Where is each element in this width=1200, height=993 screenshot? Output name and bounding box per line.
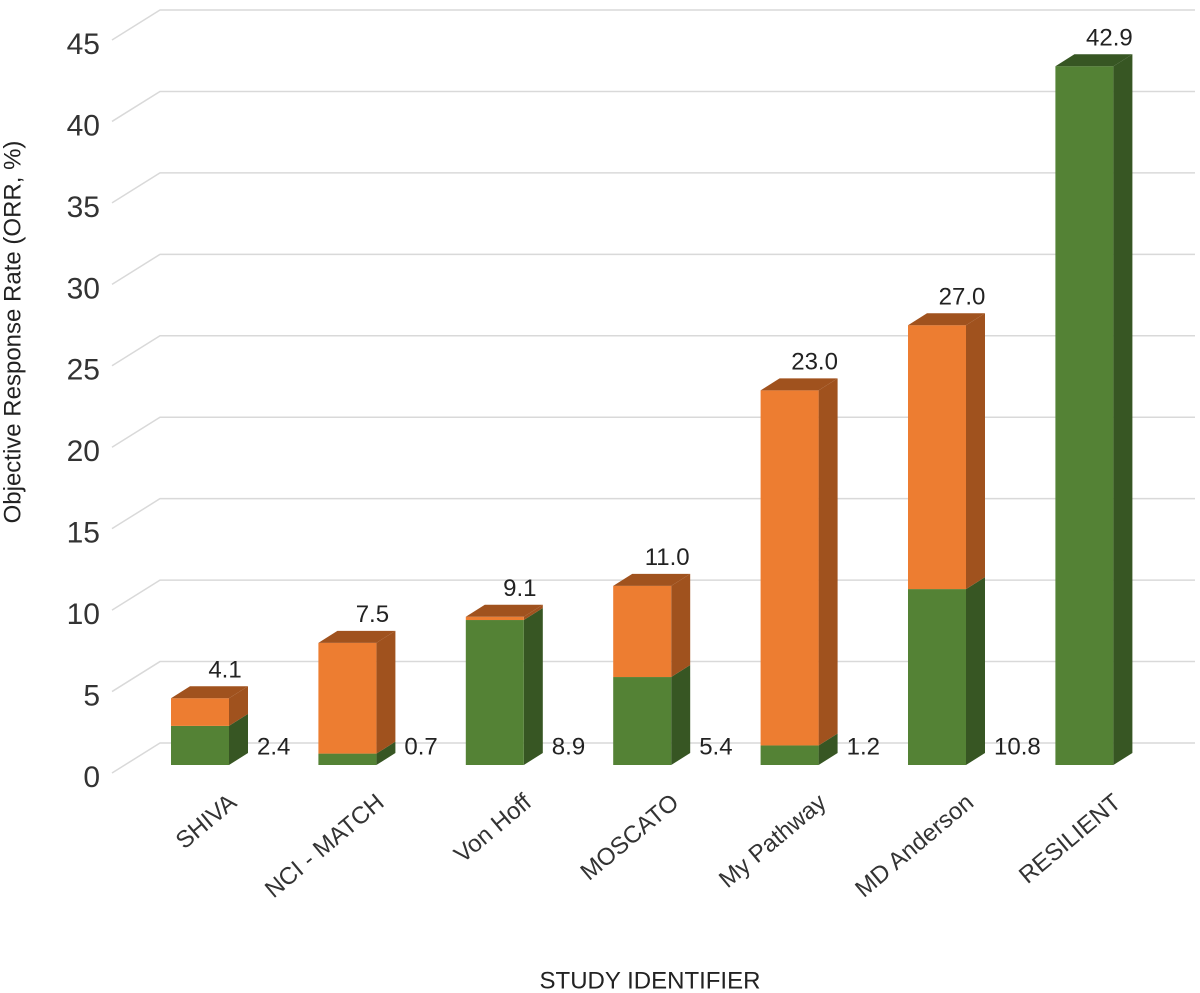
bar-side [376, 630, 396, 754]
y-tick-label: 45 [67, 28, 100, 61]
y-tick-label: 5 [83, 679, 100, 712]
bar-segment [760, 733, 838, 765]
grid-line [111, 497, 1195, 530]
total-label: 27.0 [939, 284, 986, 311]
bar-segment [908, 577, 985, 765]
x-axis-title: STUDY IDENTIFIER [540, 967, 761, 993]
bar-side [229, 686, 248, 726]
bar-side [1113, 54, 1133, 765]
bar-front [760, 745, 819, 765]
x-tick-label: NCI - MATCH [260, 789, 389, 904]
bar-top [318, 630, 396, 643]
bar-front [318, 642, 377, 754]
x-tick-label: My Pathway [714, 789, 831, 894]
value-label: 0.7 [404, 733, 437, 760]
bar-segment [613, 665, 691, 765]
bar-front [760, 390, 819, 746]
bar-side [966, 313, 985, 590]
bar-top [613, 573, 691, 586]
value-label: 8.9 [552, 733, 585, 760]
bar-side [818, 733, 838, 765]
total-label: 42.9 [1086, 25, 1133, 52]
y-tick-label: 15 [67, 517, 100, 550]
grid-line [111, 9, 1195, 41]
grid-line [111, 660, 1195, 693]
x-tick-label: Von Hoff [449, 789, 537, 869]
grid-line [111, 335, 1195, 367]
bar-top [908, 313, 985, 326]
grid-line [111, 742, 1195, 774]
bar-front [318, 753, 377, 765]
total-label: 11.0 [645, 544, 690, 571]
y-tick-label: 25 [67, 354, 100, 387]
value-label: 5.4 [699, 733, 732, 760]
grid-line [111, 579, 1195, 611]
x-tick-label: SHIVA [171, 789, 242, 855]
bar-side [523, 604, 543, 621]
value-label: 2.4 [257, 733, 290, 760]
bar-segment [318, 630, 396, 754]
bar-segment [1055, 54, 1133, 765]
y-tick-label: 10 [67, 598, 100, 631]
bar-top [465, 604, 543, 617]
x-tick-label: MD Anderson [850, 789, 979, 903]
y-tick-label: 20 [67, 435, 100, 468]
y-tick-label: 35 [67, 191, 100, 224]
bar-side [523, 608, 543, 765]
bar-front [465, 616, 524, 621]
value-label: 10.8 [994, 733, 1041, 760]
bar-segment [908, 313, 985, 590]
bar-segment [171, 686, 248, 726]
y-tick-label: 0 [83, 761, 100, 794]
y-tick-label: 40 [67, 109, 100, 142]
bar-front [1055, 66, 1114, 765]
bar-top [760, 378, 838, 391]
bar-front [465, 620, 524, 765]
bar-side [818, 378, 838, 746]
bar-segment [760, 378, 838, 746]
bar-side [229, 713, 248, 765]
bar-side [671, 665, 691, 765]
bar-side [966, 577, 985, 765]
total-label: 7.5 [356, 601, 389, 628]
bar-segment [318, 741, 396, 765]
total-label: 9.1 [503, 575, 536, 602]
bar-top [1055, 54, 1133, 67]
bar-front [908, 325, 966, 590]
grid-line [111, 253, 1195, 285]
bar-front [908, 589, 966, 765]
y-axis-title: Objective Response Rate (ORR, %) [0, 141, 26, 524]
bar-front [613, 677, 672, 765]
grid-line [111, 172, 1195, 204]
x-tick-label: MOSCATO [576, 789, 685, 886]
x-tick-label: RESILIENT [1014, 789, 1127, 890]
bar-segment [465, 608, 543, 765]
bar-top [171, 686, 248, 699]
y-tick-label: 30 [67, 272, 100, 305]
bar-segment [465, 604, 543, 621]
bar-side [376, 741, 396, 765]
value-label: 1.2 [847, 733, 880, 760]
total-label: 4.1 [208, 657, 241, 684]
bar-segment [171, 713, 248, 765]
bar-front [171, 698, 229, 726]
grid-line [111, 90, 1195, 123]
bar-segment [613, 573, 691, 678]
total-label: 23.0 [791, 349, 838, 376]
bar-front [171, 725, 229, 765]
grid-line [111, 416, 1195, 448]
bar-side [671, 573, 691, 678]
bar-front [613, 585, 672, 678]
